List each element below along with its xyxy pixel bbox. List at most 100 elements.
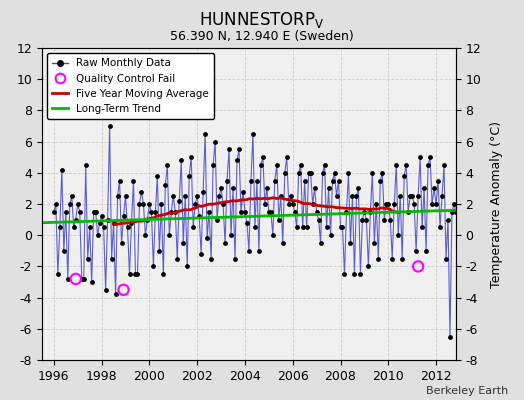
Point (73, 201, 82, 207)
Point (402, 162, 410, 168)
Point (302, 224, 311, 230)
Point (432, 201, 440, 207)
Point (72, 276, 80, 282)
Point (277, 193, 285, 199)
Point (92, 209, 100, 215)
Point (203, 235, 211, 242)
Point (199, 188, 208, 195)
Point (207, 255, 215, 262)
Point (320, 162, 329, 168)
Point (416, 154, 424, 160)
Point (322, 224, 331, 230)
Point (137, 188, 146, 195)
Point (422, 248, 430, 254)
Point (211, 138, 219, 145)
Point (117, 240, 126, 246)
Point (88, 279, 96, 285)
Point (344, 170, 353, 176)
Point (287, 193, 295, 199)
Point (247, 177, 255, 184)
Point (113, 193, 122, 199)
Point (376, 177, 385, 184)
Point (309, 201, 317, 207)
Point (68, 193, 76, 199)
Point (201, 130, 210, 137)
Point (139, 201, 148, 207)
Point (396, 193, 405, 199)
Point (235, 146, 243, 152)
Point (122, 193, 130, 199)
Point (282, 154, 291, 160)
Point (340, 271, 348, 278)
Point (151, 209, 160, 215)
Point (191, 201, 200, 207)
Point (255, 248, 263, 254)
Point (263, 185, 271, 192)
Point (231, 255, 239, 262)
Point (414, 263, 422, 270)
Point (314, 216, 323, 223)
Point (249, 130, 257, 137)
Point (225, 146, 233, 152)
Point (386, 216, 395, 223)
Point (243, 220, 251, 226)
Point (360, 209, 368, 215)
Point (237, 209, 245, 215)
Point (292, 224, 301, 230)
Point (173, 255, 181, 262)
Point (297, 162, 305, 168)
Point (279, 240, 287, 246)
Point (179, 240, 188, 246)
Point (169, 193, 178, 199)
Point (93, 232, 102, 238)
Point (392, 162, 400, 168)
Point (406, 193, 414, 199)
Point (275, 216, 283, 223)
Point (444, 216, 452, 223)
Point (161, 182, 170, 188)
Point (350, 271, 358, 278)
Point (280, 170, 289, 176)
Point (408, 193, 417, 199)
Point (153, 173, 161, 179)
Point (147, 209, 156, 215)
Point (83, 255, 92, 262)
Point (294, 170, 303, 176)
Point (394, 232, 402, 238)
Point (125, 271, 134, 278)
Point (241, 209, 249, 215)
Point (171, 209, 180, 215)
Point (354, 185, 363, 192)
Point (257, 162, 265, 168)
Point (110, 220, 118, 226)
Point (442, 255, 450, 262)
Point (165, 232, 173, 238)
Point (269, 232, 277, 238)
Point (346, 240, 355, 246)
Point (195, 213, 203, 220)
Point (366, 209, 375, 215)
Point (58, 166, 66, 173)
Point (364, 263, 373, 270)
Point (72, 216, 80, 223)
Point (374, 255, 383, 262)
Point (105, 123, 114, 129)
Point (404, 209, 412, 215)
Point (80, 276, 88, 282)
Point (177, 157, 185, 164)
Point (452, 209, 460, 215)
Point (250, 224, 259, 230)
Point (285, 201, 293, 207)
Point (239, 188, 247, 195)
Point (446, 333, 454, 340)
Point (215, 193, 223, 199)
Point (270, 177, 279, 184)
Point (307, 170, 315, 176)
Point (213, 216, 221, 223)
Text: 56.390 N, 12.940 E (Sweden): 56.390 N, 12.940 E (Sweden) (170, 30, 354, 43)
Point (75, 209, 84, 215)
Point (223, 177, 231, 184)
Point (332, 193, 341, 199)
Point (454, 216, 462, 223)
Point (56, 224, 64, 230)
